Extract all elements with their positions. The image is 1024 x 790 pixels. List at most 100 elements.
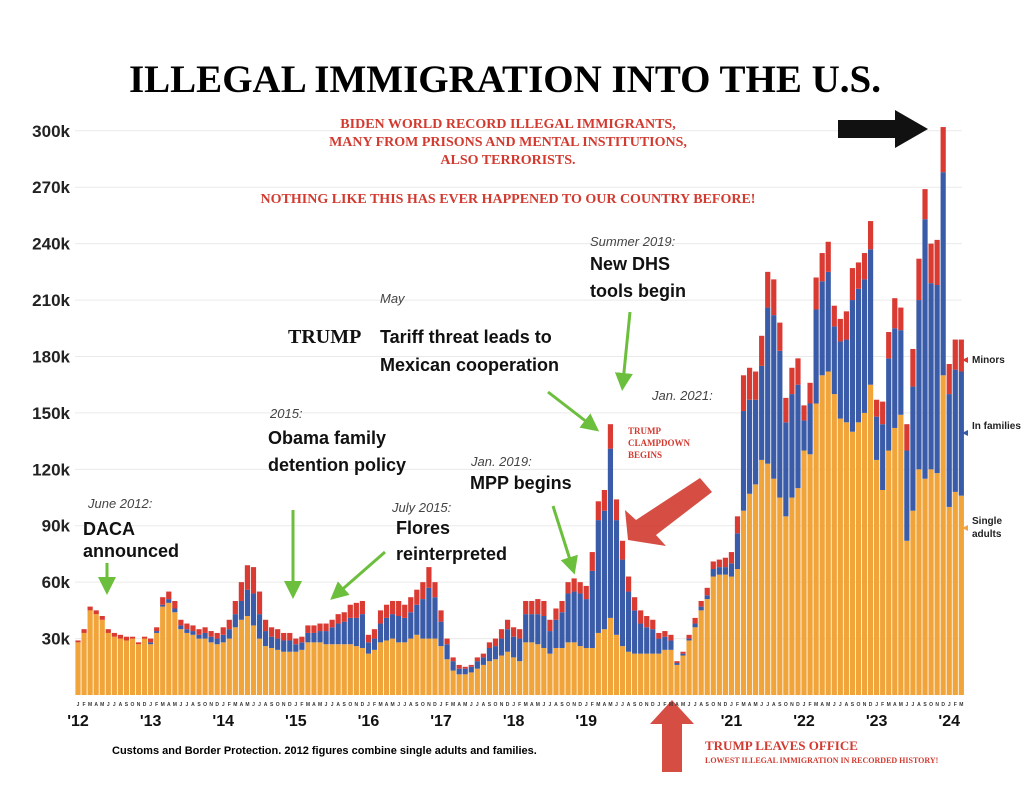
bar-segment	[529, 614, 535, 643]
bar-segment	[196, 629, 202, 635]
x-tick-label: M	[669, 702, 673, 708]
bar-segment	[341, 644, 347, 695]
bar-segment	[359, 647, 365, 695]
x-tick-label: A	[119, 702, 123, 708]
x-tick-label: D	[433, 702, 437, 708]
x-tick-label: O	[131, 702, 135, 708]
x-tick-label: J	[367, 702, 370, 708]
bar-segment	[166, 599, 172, 603]
x-tick-label: S	[633, 702, 637, 708]
bar-segment	[892, 427, 898, 695]
bar-segment	[886, 358, 892, 451]
bar-segment	[837, 418, 843, 695]
bar-segment	[577, 582, 583, 594]
bar-segment	[819, 375, 825, 695]
x-tick-label: S	[560, 702, 564, 708]
bar-segment	[855, 262, 862, 289]
x-tick-label: A	[312, 702, 316, 708]
bar-segment	[166, 591, 172, 600]
bar-segment	[480, 664, 486, 695]
bar-segment	[250, 567, 257, 594]
bar-segment	[801, 420, 807, 451]
bar-segment	[716, 574, 722, 695]
year-label: '22	[793, 713, 815, 730]
bar-segment	[341, 612, 347, 622]
bar-segment	[154, 627, 160, 632]
x-tick-label: A	[603, 702, 607, 708]
bar-segment	[613, 634, 620, 695]
black-arrow	[838, 110, 928, 148]
bar-segment	[698, 610, 704, 695]
bar-segment	[952, 491, 958, 695]
bar-segment	[250, 625, 257, 695]
bar-segment	[650, 653, 656, 695]
bar-segment	[650, 629, 656, 654]
x-tick-label: A	[845, 702, 849, 708]
bar-segment	[408, 612, 414, 639]
bar-segment	[922, 219, 928, 479]
x-tick-label: O	[784, 702, 788, 708]
bar-segment	[541, 616, 547, 648]
bar-segment	[819, 281, 825, 376]
bar-segment	[940, 127, 946, 173]
x-tick-label: A	[94, 702, 98, 708]
annotation: DACA	[83, 519, 135, 539]
bar-segment	[117, 634, 123, 639]
bar-segment	[934, 473, 940, 695]
annotation: BEGINS	[628, 450, 662, 460]
y-tick-label: 120k	[32, 460, 70, 479]
bar-segment	[390, 614, 396, 639]
x-tick-label: A	[699, 702, 703, 708]
x-tick-label: S	[343, 702, 347, 708]
x-tick-label: F	[228, 702, 231, 708]
x-tick-label: A	[748, 702, 752, 708]
bar-segment	[698, 606, 704, 611]
x-tick-label: J	[905, 702, 908, 708]
bar-segment	[196, 634, 202, 639]
bar-segment	[141, 638, 148, 695]
bar-segment	[438, 610, 444, 622]
bar-segment	[680, 651, 686, 654]
x-tick-label: M	[378, 702, 382, 708]
bar-segment	[831, 326, 837, 395]
bar-segment	[565, 593, 571, 643]
bar-segment	[831, 394, 837, 695]
bar-segment	[644, 616, 650, 628]
bar-segment	[323, 623, 329, 632]
year-label: '13	[140, 713, 162, 730]
year-label: '17	[430, 713, 452, 730]
bar-segment	[462, 668, 468, 675]
bar-segment	[710, 576, 716, 695]
bar-segment	[795, 358, 801, 385]
bar-segment	[178, 619, 184, 626]
bar-segment	[117, 638, 123, 695]
bar-segment	[365, 642, 372, 654]
bar-segment	[450, 670, 456, 695]
x-tick-label: J	[397, 702, 400, 708]
annotation: MANY FROM PRISONS AND MENTAL INSTITUTION…	[329, 135, 687, 150]
year-label: '24	[938, 713, 960, 730]
bar-segment	[644, 653, 650, 695]
bar-segment	[214, 644, 220, 695]
bar-segment	[244, 565, 251, 590]
bar-segment	[686, 638, 692, 641]
bar-segment	[226, 629, 232, 639]
bar-segment	[402, 617, 408, 643]
bar-segment	[825, 241, 831, 272]
bar-segment	[904, 424, 910, 451]
bar-segment	[553, 608, 559, 620]
bar-segment	[432, 582, 438, 598]
bar-segment	[456, 668, 462, 675]
x-tick-label: J	[149, 702, 152, 708]
annotation: 2015:	[269, 406, 303, 421]
x-tick-label: M	[814, 702, 818, 708]
x-tick-label: S	[197, 702, 201, 708]
x-tick-label: A	[772, 702, 776, 708]
bar-segment	[414, 589, 420, 605]
bar-segment	[710, 568, 716, 577]
bar-segment	[160, 604, 166, 607]
x-tick-label: D	[651, 702, 655, 708]
bar-segment	[541, 647, 547, 695]
x-tick-label: S	[125, 702, 129, 708]
x-tick-label: D	[869, 702, 873, 708]
